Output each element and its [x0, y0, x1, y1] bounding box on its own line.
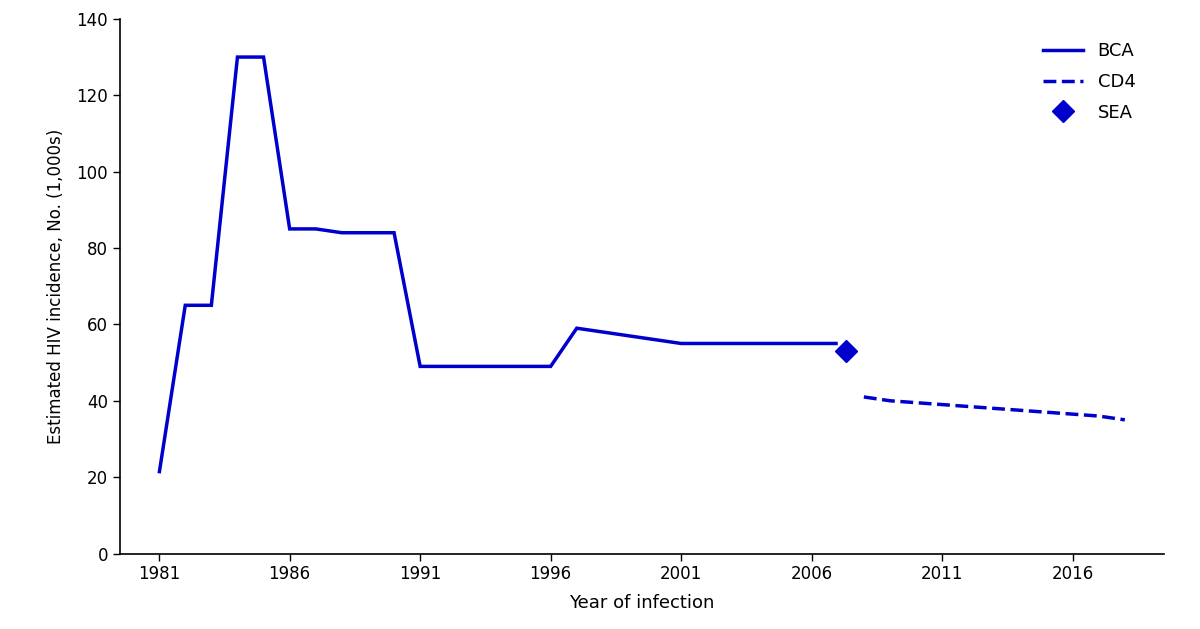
Legend: BCA, CD4, SEA: BCA, CD4, SEA: [1034, 33, 1145, 131]
X-axis label: Year of infection: Year of infection: [569, 594, 715, 613]
Y-axis label: Estimated HIV incidence, No. (1,000s): Estimated HIV incidence, No. (1,000s): [47, 128, 65, 444]
